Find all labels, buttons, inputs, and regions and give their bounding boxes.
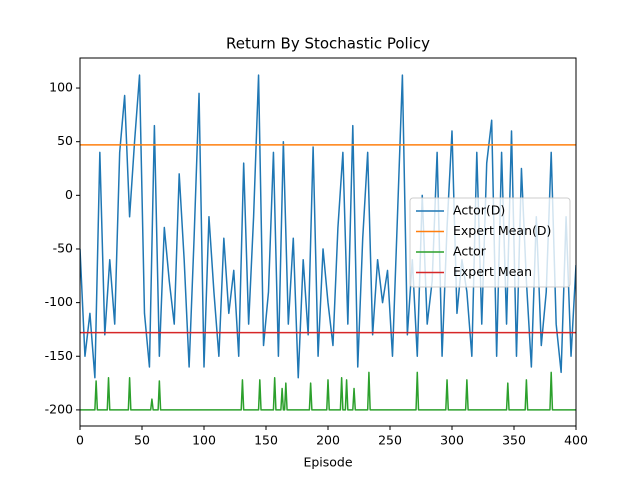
- x-tick-label: 400: [564, 433, 588, 448]
- plot-frame: [79, 57, 577, 427]
- x-axis-label: Episode: [303, 455, 352, 470]
- legend-label: Actor: [453, 244, 487, 259]
- y-tick-label: -50: [53, 240, 73, 255]
- y-tick-label: 100: [49, 80, 73, 95]
- y-tick-label: -150: [45, 348, 73, 363]
- legend-box: [409, 197, 571, 288]
- legend-label: Actor(D): [453, 203, 505, 218]
- legend-label: Expert Mean: [453, 264, 532, 279]
- x-tick-label: 350: [502, 433, 526, 448]
- line: [80, 371, 576, 411]
- legend-label: Expert Mean(D): [453, 223, 551, 238]
- y-tick-label: 0: [65, 187, 73, 202]
- x-tick-label: 0: [76, 433, 84, 448]
- x-tick-label: 50: [134, 433, 150, 448]
- x-tick-label: 300: [440, 433, 464, 448]
- y-tick-label: 50: [57, 133, 73, 148]
- y-tick-label: -200: [45, 401, 73, 416]
- x-tick-label: 150: [254, 433, 278, 448]
- x-tick-label: 200: [316, 433, 340, 448]
- y-tick-label: -100: [45, 294, 73, 309]
- x-tick-label: 100: [192, 433, 216, 448]
- x-tick-label: 250: [378, 433, 402, 448]
- chart-title: Return By Stochastic Policy: [226, 35, 430, 53]
